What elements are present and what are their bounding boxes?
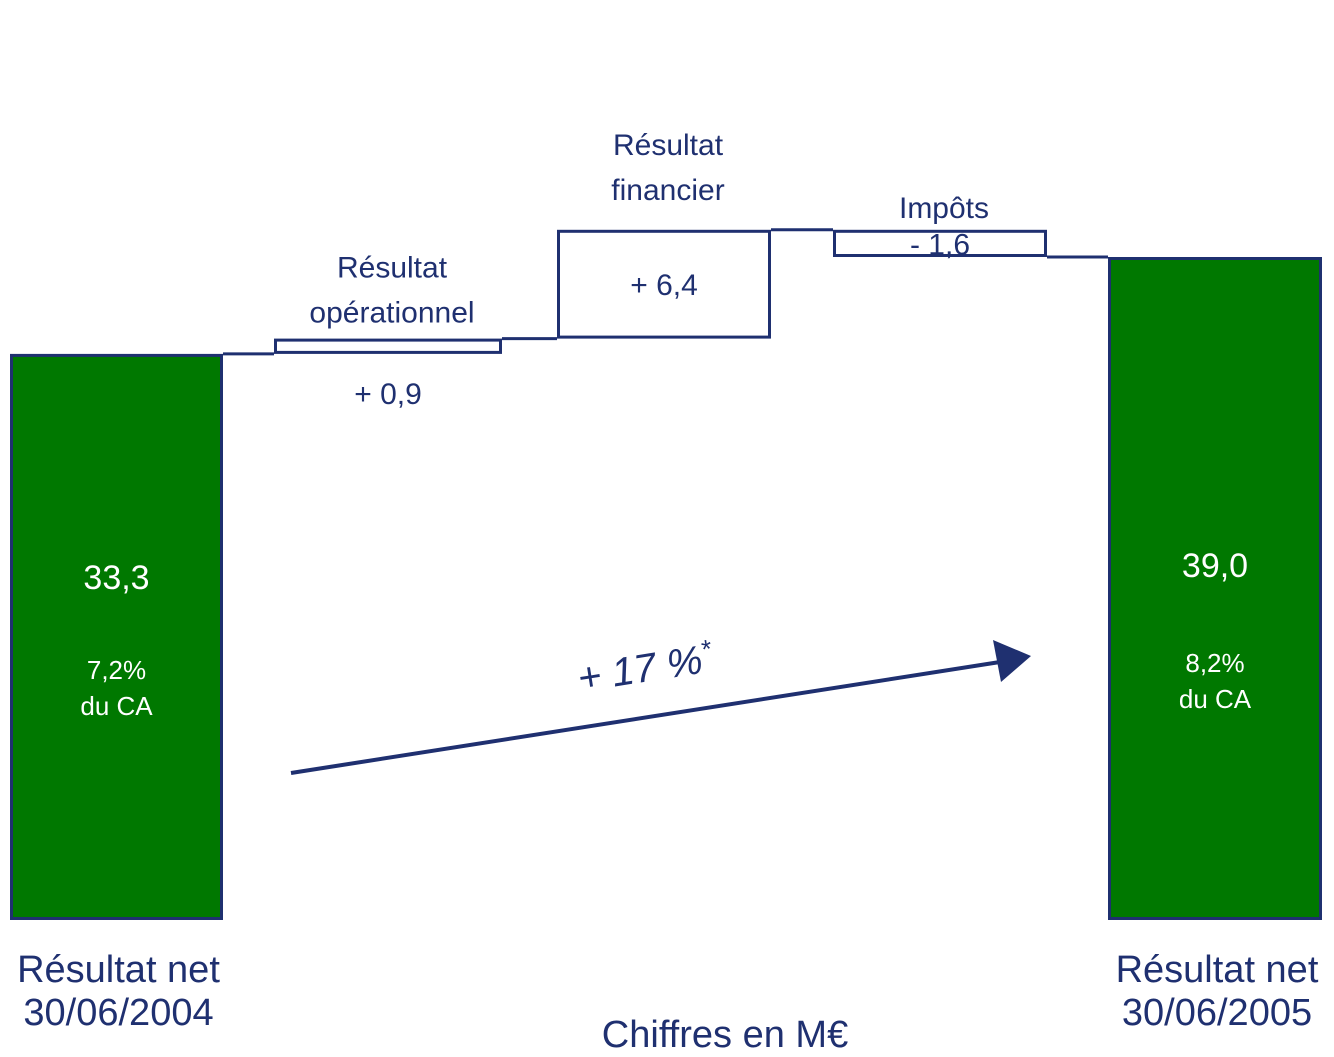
category-label-4-1: Impôts <box>899 192 989 225</box>
growth-arrow-line <box>290 660 1001 775</box>
growth-label-main: + 17 % <box>575 638 706 701</box>
bar-4 <box>833 229 1047 258</box>
bar-note-1-2: du CA <box>80 691 153 721</box>
bar-3 <box>557 229 771 339</box>
category-label-1-2: 30/06/2004 <box>23 992 213 1034</box>
bar-value-4: - 1,6 <box>910 228 970 261</box>
growth-annotation: + 17 %* <box>290 633 1031 775</box>
category-label-2-1: Résultat <box>337 252 448 285</box>
category-label-3-1: Résultat <box>613 129 724 162</box>
unit-note: Chiffres en M€ <box>602 1014 848 1056</box>
bar-5 <box>1108 257 1322 920</box>
bar-note-5-2: du CA <box>1179 684 1252 714</box>
bar-value-3: + 6,4 <box>630 269 698 302</box>
category-label-5-2: 30/06/2005 <box>1122 992 1312 1034</box>
bar-value-1: 33,3 <box>83 559 149 597</box>
bar-note-5-1: 8,2% <box>1185 648 1244 678</box>
growth-label: + 17 %* <box>574 633 716 701</box>
bar-note-1-1: 7,2% <box>87 655 146 685</box>
connector-lines <box>223 228 1108 356</box>
bars-layer <box>10 229 1322 920</box>
bar-1 <box>10 353 223 920</box>
bar-2 <box>274 338 502 354</box>
category-label-3-2: financier <box>611 174 724 207</box>
category-label-5-1: Résultat net <box>1116 949 1319 991</box>
category-label-1-1: Résultat net <box>17 949 220 991</box>
bar-value-2: + 0,9 <box>354 378 422 411</box>
category-label-2-2: opérationnel <box>309 297 474 330</box>
bar-value-5: 39,0 <box>1182 547 1248 585</box>
growth-arrow-head <box>993 640 1031 682</box>
